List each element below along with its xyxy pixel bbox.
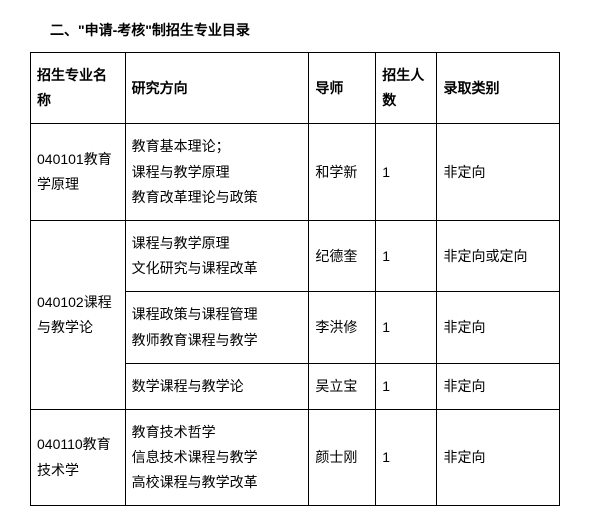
cell-count: 1 — [376, 220, 437, 291]
cell-direction: 课程与教学原理文化研究与课程改革 — [125, 220, 309, 291]
cell-category: 非定向 — [437, 363, 560, 409]
cell-advisor: 和学新 — [309, 124, 376, 221]
cell-category: 非定向 — [437, 409, 560, 506]
header-direction: 研究方向 — [125, 53, 309, 124]
section-title: 二、"申请-考核"制招生专业目录 — [30, 20, 560, 40]
header-major: 招生专业名称 — [31, 53, 126, 124]
cell-category: 非定向 — [437, 292, 560, 363]
cell-direction: 教育基本理论；课程与教学原理教育改革理论与政策 — [125, 124, 309, 221]
cell-advisor: 颜士刚 — [309, 409, 376, 506]
header-category: 录取类别 — [437, 53, 560, 124]
cell-major: 040101教育学原理 — [31, 124, 126, 221]
cell-advisor: 李洪修 — [309, 292, 376, 363]
cell-direction: 教育技术哲学信息技术课程与教学高校课程与教学改革 — [125, 409, 309, 506]
table-row: 040110教育技术学 教育技术哲学信息技术课程与教学高校课程与教学改革 颜士刚… — [31, 409, 560, 506]
cell-major: 040110教育技术学 — [31, 409, 126, 506]
cell-advisor: 纪德奎 — [309, 220, 376, 291]
cell-count: 1 — [376, 124, 437, 221]
table-row: 040101教育学原理 教育基本理论；课程与教学原理教育改革理论与政策 和学新 … — [31, 124, 560, 221]
table-header-row: 招生专业名称 研究方向 导师 招生人数 录取类别 — [31, 53, 560, 124]
cell-major: 040102课程与教学论 — [31, 220, 126, 409]
cell-direction: 数学课程与教学论 — [125, 363, 309, 409]
cell-category: 非定向或定向 — [437, 220, 560, 291]
cell-count: 1 — [376, 292, 437, 363]
header-count: 招生人数 — [376, 53, 437, 124]
admissions-table: 招生专业名称 研究方向 导师 招生人数 录取类别 040101教育学原理 教育基… — [30, 52, 560, 506]
cell-count: 1 — [376, 363, 437, 409]
cell-direction: 课程政策与课程管理教师教育课程与教学 — [125, 292, 309, 363]
table-row: 040102课程与教学论 课程与教学原理文化研究与课程改革 纪德奎 1 非定向或… — [31, 220, 560, 291]
cell-category: 非定向 — [437, 124, 560, 221]
cell-count: 1 — [376, 409, 437, 506]
cell-advisor: 吴立宝 — [309, 363, 376, 409]
header-advisor: 导师 — [309, 53, 376, 124]
